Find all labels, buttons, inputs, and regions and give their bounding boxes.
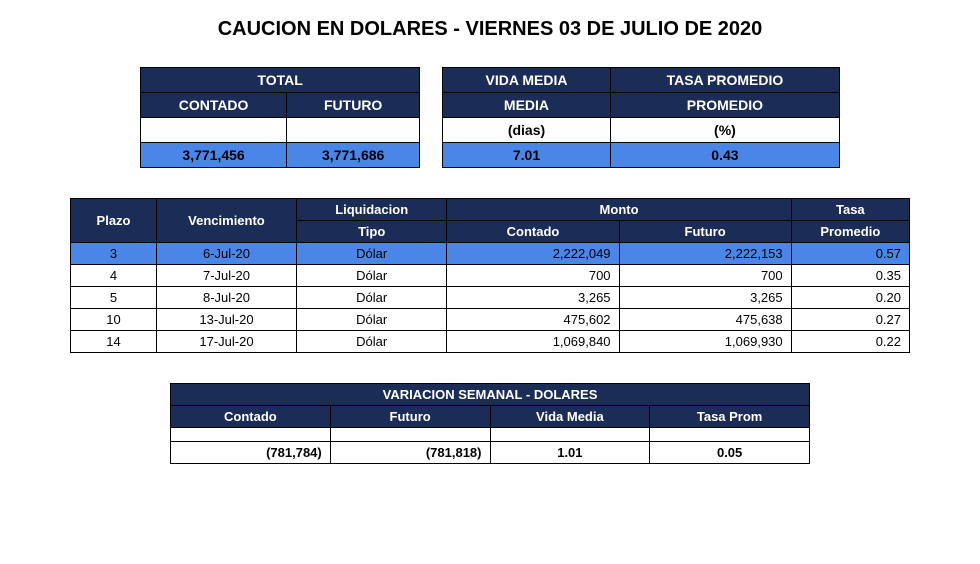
variation-val-contado: (781,784) — [171, 442, 331, 464]
summary-hdr-contado: CONTADO — [141, 93, 287, 118]
variation-hdr-contado: Contado — [171, 406, 331, 428]
variation-table: VARIACION SEMANAL - DOLARES Contado Futu… — [170, 383, 810, 464]
summary-val-contado: 3,771,456 — [141, 143, 287, 168]
cell-futuro: 1,069,930 — [619, 331, 791, 353]
cell-contado: 700 — [447, 265, 619, 287]
cell-futuro: 475,638 — [619, 309, 791, 331]
cell-contado: 1,069,840 — [447, 331, 619, 353]
table-row: 36-Jul-20Dólar2,222,0492,222,1530.57 — [71, 243, 910, 265]
cell-tasa: 0.20 — [791, 287, 909, 309]
variation-title: VARIACION SEMANAL - DOLARES — [171, 384, 810, 406]
detail-hdr-venc: Vencimiento — [157, 199, 297, 243]
summary-hdr-promedio: PROMEDIO — [610, 93, 839, 118]
cell-contado: 2,222,049 — [447, 243, 619, 265]
cell-tipo: Dólar — [296, 331, 447, 353]
cell-futuro: 700 — [619, 265, 791, 287]
summary-hdr-total: TOTAL — [141, 68, 420, 93]
cell-tasa: 0.27 — [791, 309, 909, 331]
cell-tipo: Dólar — [296, 287, 447, 309]
table-row: 47-Jul-20Dólar7007000.35 — [71, 265, 910, 287]
cell-plazo: 4 — [71, 265, 157, 287]
cell-futuro: 3,265 — [619, 287, 791, 309]
cell-venc: 17-Jul-20 — [157, 331, 297, 353]
cell-tasa: 0.22 — [791, 331, 909, 353]
cell-plazo: 10 — [71, 309, 157, 331]
cell-plazo: 5 — [71, 287, 157, 309]
summary-unit-pct: (%) — [610, 118, 839, 143]
summary-hdr-futuro: FUTURO — [287, 93, 420, 118]
variation-val-futuro: (781,818) — [330, 442, 490, 464]
cell-tipo: Dólar — [296, 265, 447, 287]
table-row: 1417-Jul-20Dólar1,069,8401,069,9300.22 — [71, 331, 910, 353]
detail-hdr-tipo: Tipo — [296, 221, 447, 243]
cell-venc: 6-Jul-20 — [157, 243, 297, 265]
detail-body: 36-Jul-20Dólar2,222,0492,222,1530.5747-J… — [71, 243, 910, 353]
detail-hdr-promedio: Promedio — [791, 221, 909, 243]
detail-hdr-plazo: Plazo — [71, 199, 157, 243]
detail-hdr-monto: Monto — [447, 199, 791, 221]
cell-plazo: 3 — [71, 243, 157, 265]
variation-hdr-tasa: Tasa Prom — [650, 406, 810, 428]
table-row: 1013-Jul-20Dólar475,602475,6380.27 — [71, 309, 910, 331]
summary-hdr-vida: VIDA MEDIA — [443, 68, 611, 93]
cell-plazo: 14 — [71, 331, 157, 353]
cell-tipo: Dólar — [296, 309, 447, 331]
summary-val-futuro: 3,771,686 — [287, 143, 420, 168]
cell-venc: 7-Jul-20 — [157, 265, 297, 287]
summary-hdr-tasa: TASA PROMEDIO — [610, 68, 839, 93]
table-row: 58-Jul-20Dólar3,2653,2650.20 — [71, 287, 910, 309]
detail-table: Plazo Vencimiento Liquidacion Monto Tasa… — [70, 198, 910, 353]
detail-hdr-liquidacion: Liquidacion — [296, 199, 447, 221]
detail-hdr-futuro: Futuro — [619, 221, 791, 243]
detail-hdr-tasa: Tasa — [791, 199, 909, 221]
cell-venc: 8-Jul-20 — [157, 287, 297, 309]
cell-tipo: Dólar — [296, 243, 447, 265]
summary-val-tasa: 0.43 — [610, 143, 839, 168]
cell-tasa: 0.57 — [791, 243, 909, 265]
cell-contado: 3,265 — [447, 287, 619, 309]
summary-hdr-media: MEDIA — [443, 93, 611, 118]
page-title: CAUCION EN DOLARES - VIERNES 03 DE JULIO… — [40, 18, 940, 41]
variation-val-tasa: 0.05 — [650, 442, 810, 464]
summary-val-vida: 7.01 — [443, 143, 611, 168]
variation-hdr-futuro: Futuro — [330, 406, 490, 428]
cell-contado: 475,602 — [447, 309, 619, 331]
summary-table: TOTAL VIDA MEDIA TASA PROMEDIO CONTADO F… — [140, 67, 840, 168]
cell-tasa: 0.35 — [791, 265, 909, 287]
detail-hdr-contado: Contado — [447, 221, 619, 243]
variation-hdr-vida: Vida Media — [490, 406, 650, 428]
cell-futuro: 2,222,153 — [619, 243, 791, 265]
cell-venc: 13-Jul-20 — [157, 309, 297, 331]
summary-unit-dias: (dias) — [443, 118, 611, 143]
variation-val-vida: 1.01 — [490, 442, 650, 464]
